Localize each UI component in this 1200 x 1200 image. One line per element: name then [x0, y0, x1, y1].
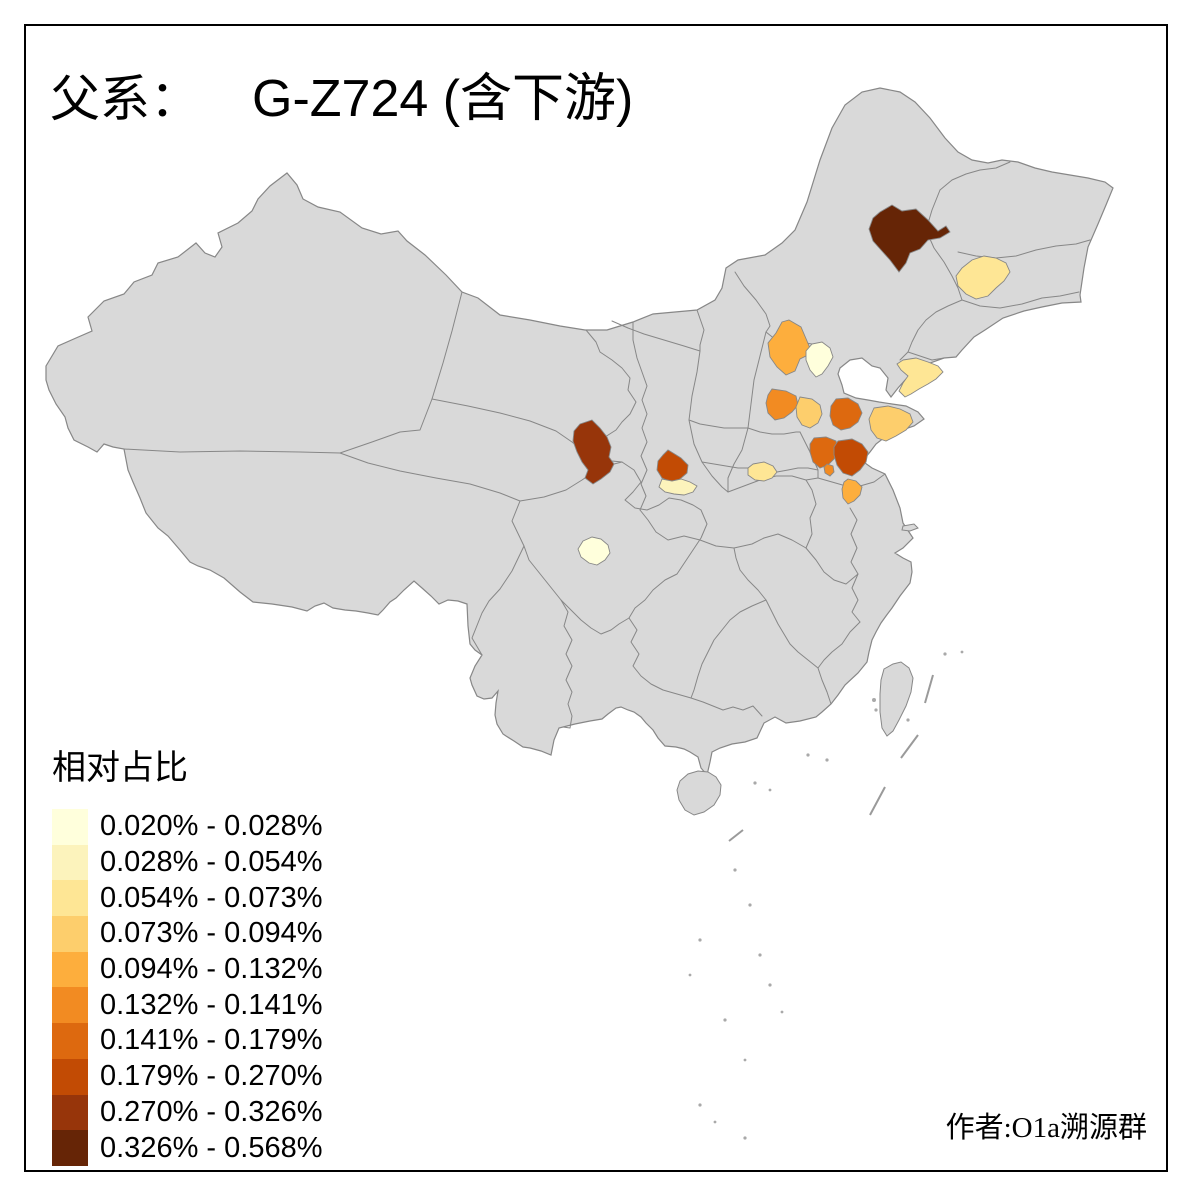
legend-swatch — [52, 844, 88, 881]
legend-row: 0.073% - 0.094% — [52, 916, 322, 952]
region-zaozhuang — [823, 463, 835, 477]
region-zhengzhou — [747, 461, 778, 482]
hainan-island — [676, 770, 722, 816]
region-zhangjiakou — [767, 319, 813, 376]
legend-row: 0.054% - 0.073% — [52, 880, 323, 917]
legend-range-label: 0.132% - 0.141% — [100, 988, 323, 1021]
legend-range-label: 0.326% - 0.568% — [100, 1131, 323, 1164]
chongming-island — [901, 523, 919, 532]
region-hengshui-xingtai — [795, 396, 823, 429]
region-dalian — [896, 357, 944, 398]
region-south-shandong — [833, 438, 869, 477]
legend-swatch — [52, 880, 88, 917]
legend-row: 0.028% - 0.054% — [52, 844, 323, 881]
legend-row: 0.179% - 0.270% — [52, 1058, 323, 1095]
legend-row: 0.141% - 0.179% — [52, 1023, 322, 1059]
legend: 相对占比 0.020% - 0.028% 0.028% - 0.054% 0.054… — [52, 740, 322, 1166]
choropleth-regions — [572, 204, 1011, 566]
legend-row: 0.326% - 0.568% — [52, 1130, 322, 1166]
region-hinggan-league — [868, 204, 951, 273]
legend-range-label: 0.094% - 0.132% — [100, 953, 323, 986]
legend-row: 0.132% - 0.141% — [52, 987, 323, 1024]
legend-range-label: 0.179% - 0.270% — [100, 1060, 323, 1093]
legend-entries: 0.020% - 0.028% 0.028% - 0.054% 0.054% - 0… — [52, 809, 322, 1166]
region-chengdu — [577, 536, 611, 566]
legend-swatch — [52, 951, 88, 988]
legend-swatch — [52, 987, 88, 1024]
province-borders — [123, 161, 1091, 729]
legend-swatch — [52, 1130, 88, 1166]
sea-islets-and-dashes — [688, 650, 964, 1140]
legend-range-label: 0.020% - 0.028% — [100, 810, 323, 843]
legend-swatch — [52, 809, 88, 845]
region-central-jilin — [955, 255, 1011, 300]
legend-range-label: 0.141% - 0.179% — [100, 1024, 323, 1057]
region-shandong-peninsula — [868, 405, 914, 442]
legend-row: 0.094% - 0.132% — [52, 951, 323, 988]
region-south-shaanxi — [658, 478, 698, 496]
region-shijiazhuang — [765, 388, 799, 421]
islands — [676, 523, 919, 816]
region-beijing — [805, 341, 834, 378]
legend-swatch — [52, 916, 88, 952]
taiwan-island — [879, 661, 914, 737]
legend-range-label: 0.028% - 0.054% — [100, 846, 323, 879]
legend-range-label: 0.073% - 0.094% — [100, 917, 323, 950]
author-credit: 作者:O1a溯源群 — [945, 1112, 1147, 1144]
figure-title: 父系： G-Z724 (含下游) — [50, 56, 633, 131]
region-guanzhong-shaanxi — [656, 449, 689, 483]
region-north-shandong — [829, 397, 863, 431]
legend-swatch — [52, 1094, 88, 1131]
legend-row: 0.020% - 0.028% — [52, 809, 322, 845]
title-haplogroup: G-Z724 (含下游) — [252, 70, 634, 128]
title-prefix: 父系： — [50, 71, 200, 127]
legend-swatch — [52, 1058, 88, 1095]
legend-swatch — [52, 1023, 88, 1059]
legend-row: 0.270% - 0.326% — [52, 1094, 323, 1131]
region-north-jiangsu — [841, 478, 863, 505]
legend-range-label: 0.270% - 0.326% — [100, 1095, 323, 1128]
legend-range-label: 0.054% - 0.073% — [100, 881, 323, 914]
region-central-gansu — [572, 419, 615, 485]
legend-title: 相对占比 — [52, 750, 188, 787]
